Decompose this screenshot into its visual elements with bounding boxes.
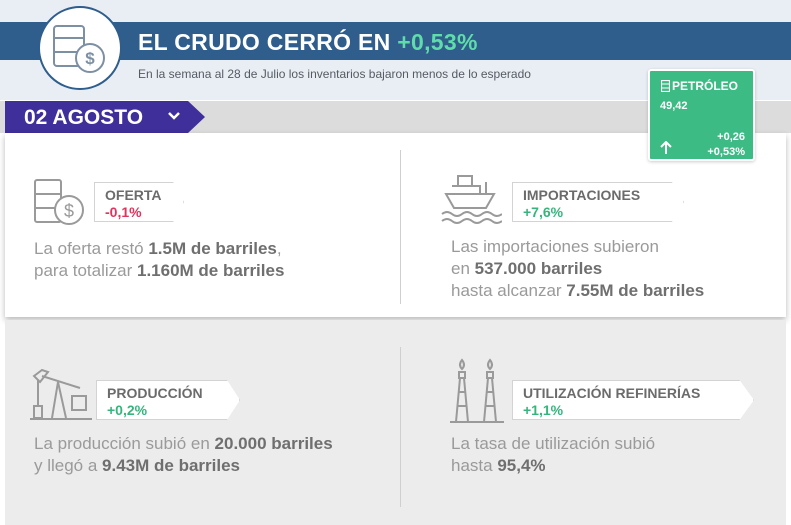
importaciones-tag: IMPORTACIONES +7,6% <box>512 182 684 222</box>
date-label[interactable]: 02 AGOSTO <box>24 106 144 129</box>
refinerias-name: UTILIZACIÓN REFINERÍAS <box>523 385 701 401</box>
oil-price: 49,42 <box>660 100 688 112</box>
summary-panel-top <box>5 133 786 317</box>
refinerias-value: +1,1% <box>523 402 564 418</box>
refinerias-description: La tasa de utilización subió hasta 95,4% <box>451 434 656 475</box>
summary-panel-bottom <box>5 320 786 525</box>
importaciones-description: Las importaciones subieron en 537.000 ba… <box>451 237 705 300</box>
oil-pump-icon <box>30 368 92 420</box>
chevron-down-icon[interactable] <box>167 111 181 121</box>
page-title: EL CRUDO CERRÓ EN +0,53% <box>138 29 478 55</box>
barrel-dollar-icon: $ <box>53 25 105 73</box>
header-logo: $ <box>38 6 122 90</box>
barrel-icon <box>661 80 670 92</box>
oferta-name: OFERTA <box>105 187 162 203</box>
title-bar <box>0 22 791 60</box>
oil-name: PETRÓLEO <box>672 79 739 93</box>
importaciones-name: IMPORTACIONES <box>523 187 641 203</box>
title-percentage: +0,53% <box>397 29 478 55</box>
produccion-description: La producción subió en 20.000 barriles y… <box>34 434 333 475</box>
column-divider-top <box>400 150 401 304</box>
oil-price-badge: PETRÓLEO 49,42 +0,26 +0,53% <box>648 69 755 161</box>
svg-text:$: $ <box>64 201 74 221</box>
ship-icon <box>441 175 502 224</box>
importaciones-value: +7,6% <box>523 204 564 220</box>
produccion-name: PRODUCCIÓN <box>107 385 203 401</box>
svg-text:$: $ <box>85 49 95 68</box>
oferta-tag: OFERTA -0,1% <box>94 182 184 222</box>
oil-change-pct: +0,53% <box>707 146 745 158</box>
oferta-description: La oferta restó 1.5M de barriles, para t… <box>34 239 285 280</box>
arrow-up-icon <box>660 141 672 154</box>
produccion-value: +0,2% <box>107 402 148 418</box>
oferta-value: -0,1% <box>105 204 142 220</box>
column-divider-bottom <box>400 347 401 507</box>
barrel-dollar-icon: $ <box>34 179 84 225</box>
page-subtitle: En la semana al 28 de Julio los inventar… <box>138 67 531 81</box>
oil-change-abs: +0,26 <box>717 131 745 143</box>
refinerias-tag: UTILIZACIÓN REFINERÍAS +1,1% <box>512 380 754 420</box>
produccion-tag: PRODUCCIÓN +0,2% <box>96 380 240 420</box>
refinery-towers-icon <box>450 358 504 423</box>
